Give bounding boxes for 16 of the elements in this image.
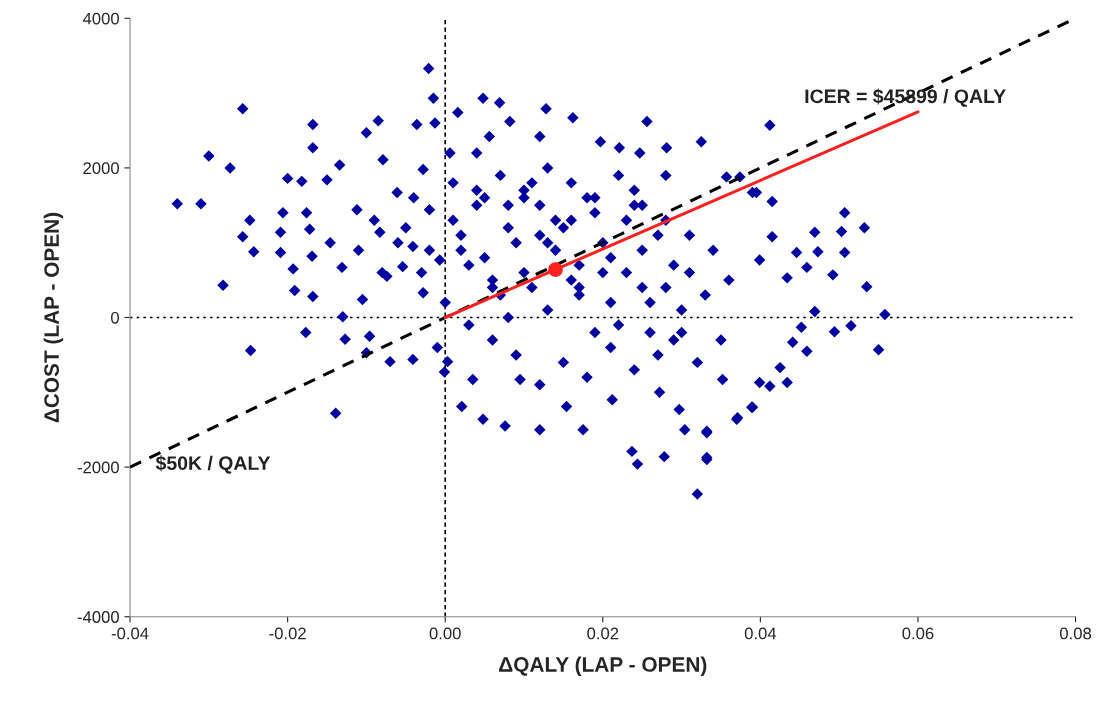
x-tick-label: -0.02 xyxy=(269,627,306,640)
x-axis-title: ΔQALY (LAP - OPEN) xyxy=(499,656,707,676)
y-axis-title: ΔCOST (LAP - OPEN) xyxy=(43,212,64,423)
x-tick-label: 0.02 xyxy=(587,627,619,640)
annotation: $50K / QALY xyxy=(155,455,271,474)
y-tick-label: -2000 xyxy=(77,461,119,474)
x-tick-label: -0.04 xyxy=(111,627,149,640)
x-tick-label: 0.04 xyxy=(744,627,777,640)
y-tick-label: 4000 xyxy=(82,12,119,25)
y-tick-label: 0 xyxy=(111,311,119,324)
y-tick-label: -4000 xyxy=(77,611,119,623)
x-tick-label: 0.06 xyxy=(902,627,934,640)
x-tick-label: 0.00 xyxy=(429,627,461,640)
x-tick-label: 0.08 xyxy=(1059,627,1092,640)
annotation: ICER = $45899 / QALY xyxy=(805,88,1006,107)
y-tick-label: 2000 xyxy=(83,162,119,175)
